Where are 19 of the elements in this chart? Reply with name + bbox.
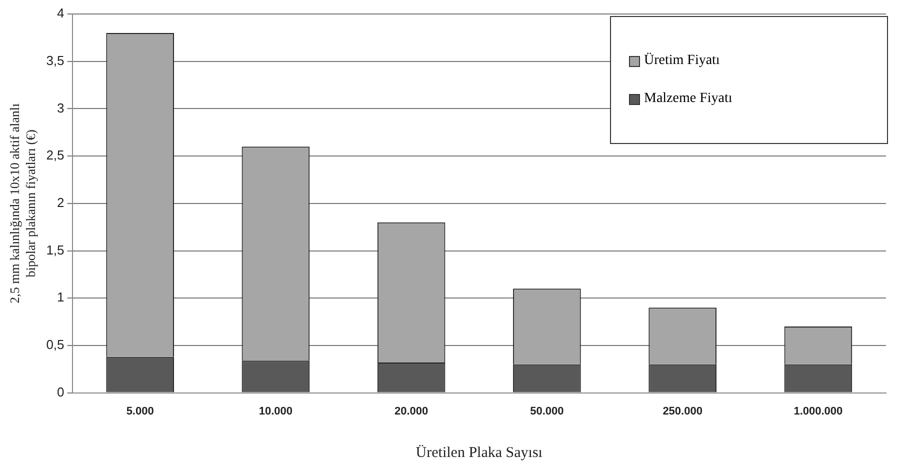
y-tick-label: 1,5 <box>46 242 64 258</box>
y-tick-label: 2,5 <box>46 148 64 163</box>
legend-label: Üretim Fiyatı <box>644 53 720 69</box>
x-tick-label: 10.000 <box>258 405 293 418</box>
y-tick-label: 0,5 <box>46 337 64 352</box>
x-tick-label: 50.000 <box>530 405 564 418</box>
y-tick-label: 2 <box>57 194 64 210</box>
x-tick-label: 5.000 <box>126 405 154 418</box>
y-tick-label: 3,5 <box>46 52 64 68</box>
y-tick-label: 4 <box>57 6 64 21</box>
x-axis-title: Üretilen Plaka Sayısı <box>416 444 542 461</box>
y-axis-title: 2,5 mm kalınlığında 10x10 aktif alanlı bipolar plakanın fiyatları (€) <box>7 103 38 304</box>
y-tick-label: 3 <box>57 100 64 116</box>
x-tick-label: 250.000 <box>662 405 702 418</box>
y-tick-label: 0 <box>57 384 64 400</box>
y-tick-label: 1 <box>57 290 64 305</box>
legend-label: Malzeme Fiyatı <box>644 91 732 107</box>
x-tick-label: 1.000.000 <box>794 405 843 418</box>
x-tick-label: 20.000 <box>394 405 428 418</box>
